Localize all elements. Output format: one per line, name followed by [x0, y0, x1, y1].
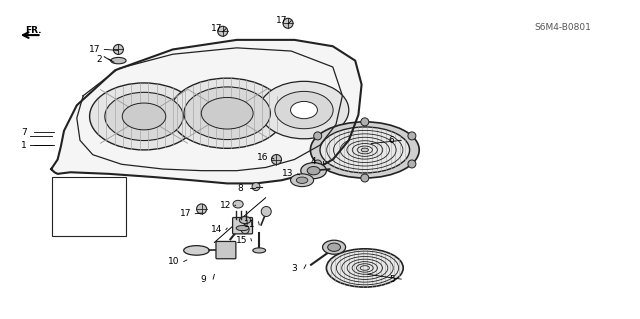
- Ellipse shape: [291, 101, 317, 119]
- Text: FR.: FR.: [25, 26, 42, 35]
- Text: 9: 9: [201, 275, 206, 284]
- Ellipse shape: [259, 81, 349, 139]
- Circle shape: [218, 26, 228, 36]
- FancyBboxPatch shape: [232, 218, 253, 234]
- Text: 3: 3: [292, 264, 297, 273]
- Circle shape: [361, 174, 369, 182]
- Ellipse shape: [301, 163, 326, 179]
- Text: 14: 14: [211, 225, 222, 234]
- Ellipse shape: [184, 87, 270, 140]
- Polygon shape: [51, 40, 362, 183]
- Circle shape: [283, 18, 293, 28]
- Text: 17: 17: [211, 24, 222, 33]
- Text: 1: 1: [22, 141, 27, 150]
- Ellipse shape: [320, 127, 410, 173]
- Ellipse shape: [236, 226, 249, 231]
- Ellipse shape: [323, 240, 346, 254]
- Ellipse shape: [291, 174, 314, 187]
- Circle shape: [113, 44, 124, 55]
- Text: 8: 8: [238, 184, 243, 193]
- Text: 6: 6: [389, 136, 394, 145]
- Text: 12: 12: [220, 201, 231, 210]
- Ellipse shape: [328, 243, 340, 251]
- Circle shape: [361, 118, 369, 126]
- Ellipse shape: [239, 217, 251, 224]
- FancyBboxPatch shape: [216, 241, 236, 259]
- Ellipse shape: [184, 246, 209, 255]
- Text: 15: 15: [236, 236, 248, 245]
- Text: S6M4-B0801: S6M4-B0801: [535, 23, 591, 32]
- Circle shape: [261, 206, 271, 217]
- Ellipse shape: [122, 103, 166, 130]
- Text: 4: 4: [311, 157, 316, 166]
- Ellipse shape: [105, 92, 183, 141]
- Text: 13: 13: [282, 169, 294, 178]
- Text: 10: 10: [168, 257, 180, 266]
- Text: 16: 16: [257, 153, 268, 162]
- Text: 11: 11: [244, 220, 255, 229]
- Circle shape: [252, 182, 260, 191]
- Text: 2: 2: [97, 55, 102, 63]
- Ellipse shape: [296, 177, 308, 183]
- Circle shape: [408, 132, 416, 140]
- Ellipse shape: [326, 249, 403, 287]
- Circle shape: [408, 160, 416, 168]
- Ellipse shape: [170, 78, 285, 148]
- Ellipse shape: [310, 122, 419, 178]
- Ellipse shape: [307, 167, 320, 175]
- Ellipse shape: [361, 148, 369, 152]
- Text: 17: 17: [180, 209, 191, 218]
- Circle shape: [241, 226, 249, 234]
- Text: 17: 17: [276, 16, 287, 25]
- Circle shape: [314, 160, 322, 168]
- Ellipse shape: [233, 200, 243, 208]
- Ellipse shape: [253, 248, 266, 253]
- Text: 5: 5: [389, 275, 394, 284]
- Circle shape: [314, 132, 322, 140]
- Ellipse shape: [275, 92, 333, 129]
- Ellipse shape: [90, 83, 198, 150]
- Circle shape: [271, 154, 282, 165]
- Text: 7: 7: [22, 128, 27, 137]
- Ellipse shape: [201, 98, 253, 129]
- Circle shape: [196, 204, 207, 214]
- Ellipse shape: [111, 57, 126, 64]
- Text: 17: 17: [89, 45, 100, 54]
